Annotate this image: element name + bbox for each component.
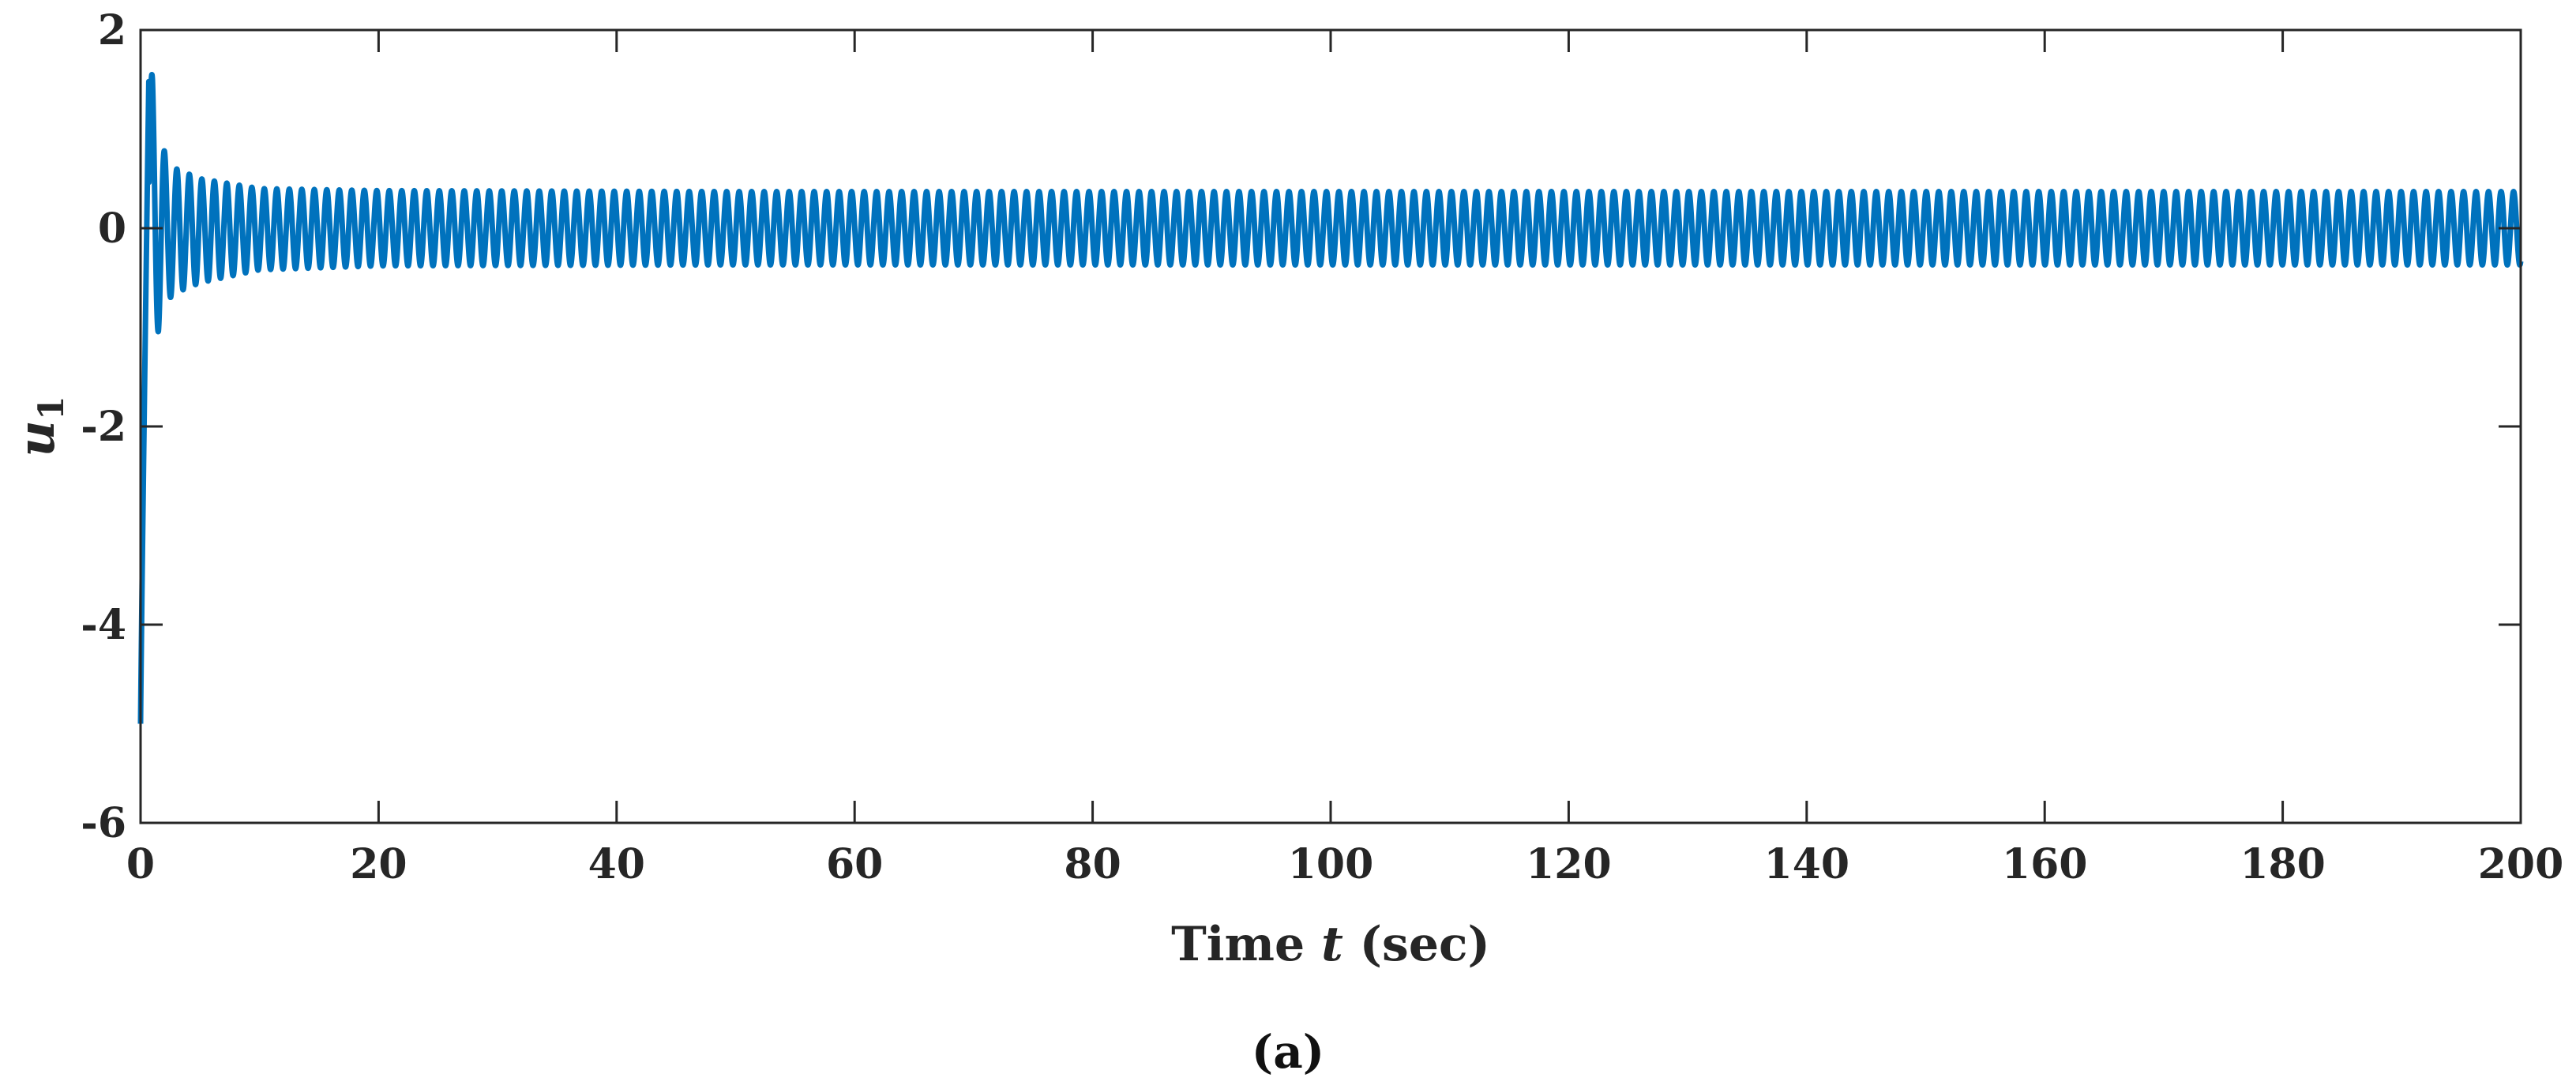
series-layer <box>137 71 2524 724</box>
x-tick-label: 180 <box>2240 840 2326 888</box>
x-tick-label: 200 <box>2478 840 2564 888</box>
y-tick-label: -4 <box>81 601 126 649</box>
x-tick-label: 120 <box>1526 840 1612 888</box>
x-tick-label: 140 <box>1764 840 1850 888</box>
y-axis-title: u1 <box>7 396 72 456</box>
y-axis-title-var: u <box>7 420 66 457</box>
series-line-u1 <box>137 71 2524 724</box>
x-tick-label: 160 <box>2002 840 2088 888</box>
x-axis-title-var: t <box>1321 917 1343 972</box>
x-tick-label: 0 <box>126 840 155 888</box>
x-axis: 0 20 40 60 80 100 120 140 160 180 200 <box>126 30 2563 888</box>
y-tick-label: 2 <box>98 6 126 54</box>
x-axis-title-before: Time <box>1171 917 1321 972</box>
x-tick-label: 20 <box>350 840 407 888</box>
y-tick-label: 0 <box>98 205 126 253</box>
plot-area <box>141 30 2521 823</box>
x-axis-title-after: (sec) <box>1343 917 1490 972</box>
x-tick-label: 80 <box>1064 840 1121 888</box>
y-axis-title-sub: 1 <box>32 396 72 420</box>
x-axis-title: Time t (sec) <box>1171 917 1490 972</box>
x-tick-label: 60 <box>826 840 883 888</box>
x-tick-label: 100 <box>1288 840 1374 888</box>
y-tick-label: -2 <box>81 403 126 451</box>
y-axis: -6 -4 -2 0 2 <box>81 6 2521 847</box>
x-tick-label: 40 <box>588 840 645 888</box>
y-tick-label: -6 <box>81 799 126 847</box>
figure-caption: (a) <box>1252 1025 1324 1079</box>
